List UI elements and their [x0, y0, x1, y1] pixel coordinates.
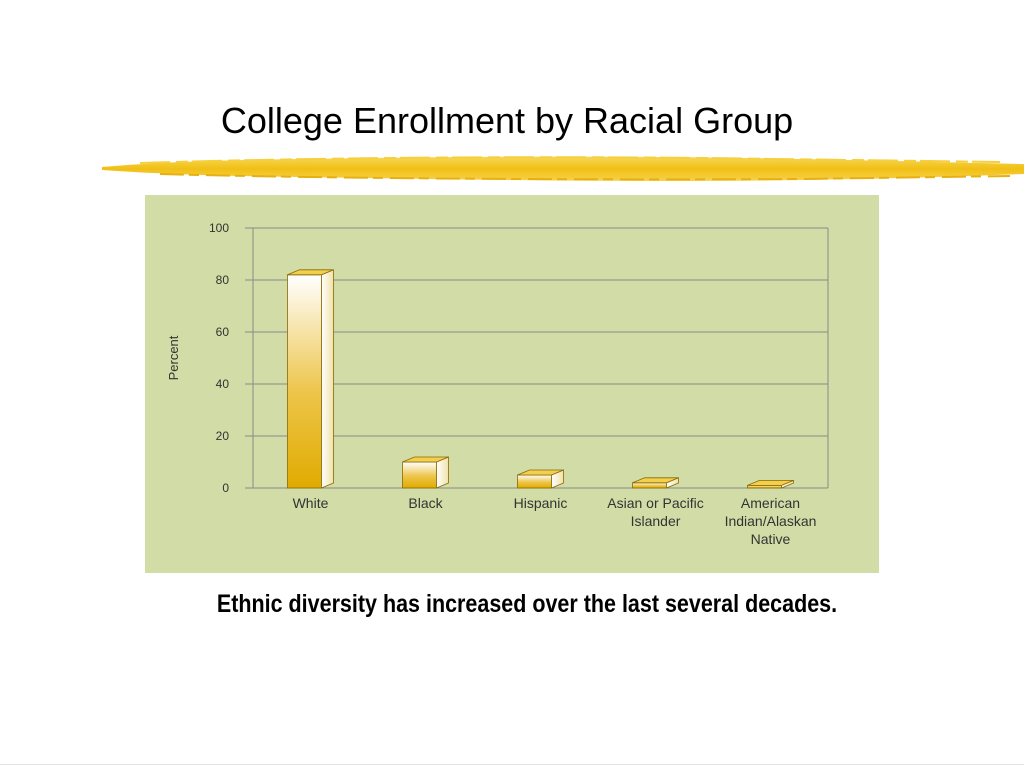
bar-top — [402, 456, 449, 463]
bar-side — [321, 269, 334, 489]
x-category-label: Indian/Alaskan — [725, 513, 817, 529]
bar-front — [287, 274, 322, 489]
y-axis-label: Percent — [166, 335, 181, 380]
bar-front — [402, 461, 437, 489]
bar-top — [632, 477, 679, 484]
enrollment-bar-chart: 0 20 40 60 80 100 White Black Hispanic Asian or P… — [166, 221, 829, 547]
bar — [287, 269, 334, 489]
x-category-label: Asian or Pacific — [607, 495, 703, 511]
slide-caption: Ethnic diversity has increased over the … — [216, 590, 838, 618]
x-category-label: Black — [408, 495, 443, 511]
bar-top — [517, 469, 564, 476]
bar-top — [287, 269, 334, 276]
y-tick-label: 80 — [216, 273, 230, 287]
bar — [747, 479, 794, 489]
bar — [402, 456, 449, 489]
y-tick-label: 40 — [216, 377, 230, 391]
x-category-label: Hispanic — [514, 495, 568, 511]
y-tick-label: 60 — [216, 325, 230, 339]
bar — [517, 469, 564, 489]
y-tick-label: 100 — [209, 221, 229, 235]
x-category-label: Islander — [631, 513, 681, 529]
bar-front — [632, 482, 667, 489]
x-category-label: White — [293, 495, 329, 511]
slide-title: College Enrollment by Racial Group — [220, 100, 794, 141]
bar — [632, 477, 679, 489]
bar-top — [747, 479, 794, 486]
x-category-label: American — [741, 495, 800, 511]
chart-panel: 0 20 40 60 80 100 White Black Hispanic Asian or P… — [145, 195, 879, 573]
title-brush-stroke — [102, 156, 1024, 181]
y-tick-label: 0 — [222, 481, 229, 495]
y-tick-label: 20 — [216, 429, 230, 443]
footer-divider — [0, 764, 1024, 765]
x-category-label: Native — [751, 531, 791, 547]
bar-front — [517, 474, 552, 489]
